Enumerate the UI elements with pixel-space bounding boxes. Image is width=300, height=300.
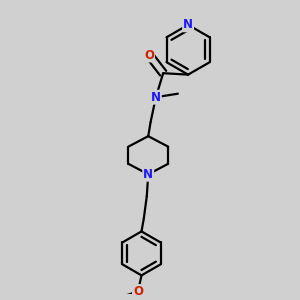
Text: O: O <box>133 285 143 298</box>
Text: O: O <box>144 49 154 62</box>
Text: N: N <box>143 168 153 181</box>
Text: N: N <box>183 18 193 31</box>
Text: N: N <box>151 91 161 104</box>
